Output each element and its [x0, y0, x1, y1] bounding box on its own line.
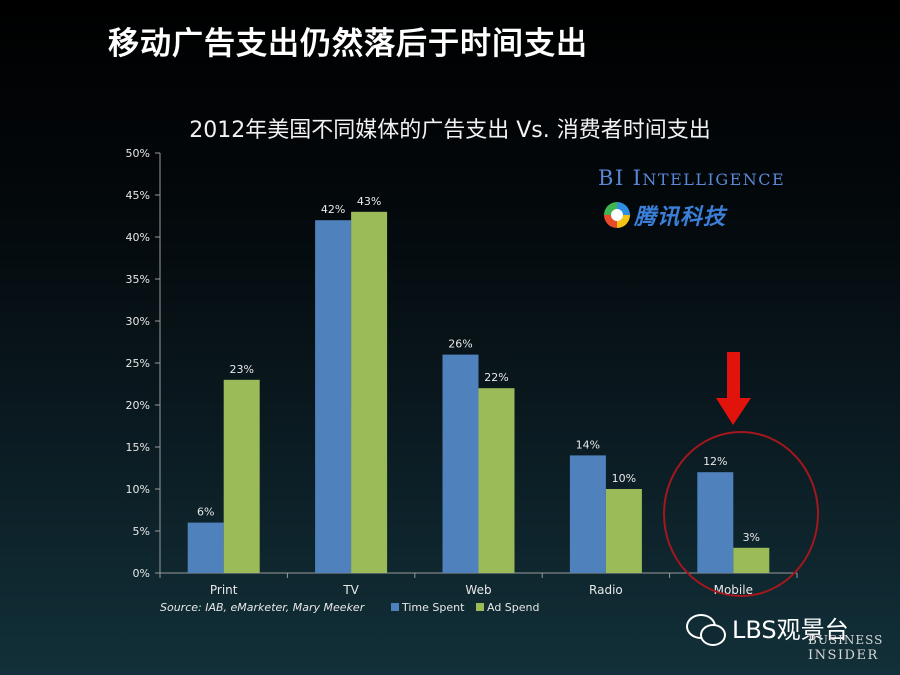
bar-ad-spend-print: [223, 379, 260, 573]
data-label: 22%: [484, 371, 508, 384]
y-tick-label: 15%: [126, 441, 150, 454]
data-label: 10%: [612, 472, 636, 485]
bar-ad-spend-web: [478, 388, 515, 573]
legend-swatch-ad-spend: [476, 603, 484, 611]
legend-label-time-spent: Time Spent: [401, 601, 465, 614]
bar-time-spent-mobile: [697, 472, 734, 573]
data-label: 43%: [357, 195, 381, 208]
data-label: 6%: [197, 506, 214, 519]
category-label-print: Print: [210, 583, 238, 597]
category-label-tv: TV: [342, 583, 359, 597]
legend: Time Spent Ad Spend: [391, 601, 540, 614]
mobile-highlight: [663, 352, 819, 597]
y-tick-label: 25%: [126, 357, 150, 370]
slide-title: 移动广告支出仍然落后于时间支出: [108, 26, 588, 62]
bar-time-spent-tv: [315, 220, 352, 573]
wechat-icon: [686, 612, 726, 646]
y-axis-ticks: 0% 5% 10% 15% 20% 25% 30% 35% 40% 45% 50%: [126, 147, 160, 580]
tencent-logo-text: 腾讯科技: [634, 205, 727, 230]
highlight-circle: [663, 431, 819, 597]
bars: [187, 211, 770, 574]
tencent-tech-logo: 腾讯科技: [604, 200, 726, 230]
business-insider-logo: BUSINESS INSIDER: [808, 633, 884, 663]
bar-ad-spend-radio: [605, 489, 642, 573]
bar-time-spent-web: [442, 354, 479, 573]
y-tick-label: 50%: [126, 147, 150, 160]
y-tick-label: 30%: [126, 315, 150, 328]
down-arrow-icon-shaft: [727, 352, 740, 400]
tencent-logo-icon: [604, 202, 630, 228]
watermark-text: LBS观景台: [732, 616, 849, 644]
data-label: 14%: [576, 438, 600, 451]
legend-label-ad-spend: Ad Spend: [487, 601, 540, 614]
bi-intelligence-logo: BI INTELLIGENCE: [598, 166, 786, 190]
data-label: 42%: [321, 203, 345, 216]
y-tick-label: 10%: [126, 483, 150, 496]
chart-title: 2012年美国不同媒体的广告支出 Vs. 消费者时间支出: [189, 118, 711, 143]
down-arrow-icon: [716, 398, 751, 425]
y-tick-label: 0%: [133, 567, 150, 580]
category-labels: Print TV Web Radio Mobile: [210, 583, 753, 597]
legend-swatch-time-spent: [391, 603, 399, 611]
bar-time-spent-print: [187, 522, 224, 573]
y-tick-label: 20%: [126, 399, 150, 412]
data-label: 26%: [448, 338, 472, 351]
data-label: 3%: [743, 531, 760, 544]
source-note: Source: IAB, eMarketer, Mary Meeker: [160, 601, 366, 614]
category-label-web: Web: [465, 583, 491, 597]
bar-ad-spend-mobile: [733, 547, 770, 573]
wechat-watermark: LBS观景台: [686, 610, 849, 646]
data-labels: 6% 23% 42% 43% 26% 22% 14% 10% 12% 3%: [197, 195, 760, 544]
y-tick-label: 35%: [126, 273, 150, 286]
data-label: 23%: [229, 363, 253, 376]
y-tick-label: 40%: [126, 231, 150, 244]
y-tick-label: 45%: [126, 189, 150, 202]
bar-time-spent-radio: [569, 455, 606, 573]
data-label: 12%: [703, 455, 727, 468]
y-tick-label: 5%: [133, 525, 150, 538]
category-label-radio: Radio: [589, 583, 623, 597]
bar-ad-spend-tv: [351, 211, 388, 574]
